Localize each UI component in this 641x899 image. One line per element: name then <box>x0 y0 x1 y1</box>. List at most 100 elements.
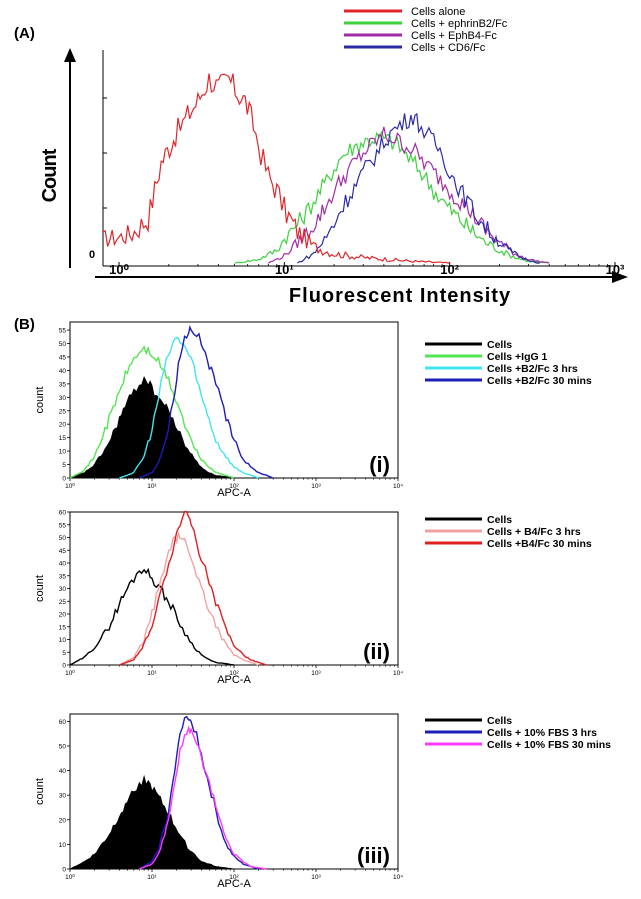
y-tick-label: 25 <box>59 599 67 606</box>
legend-label: Cells + 10% FBS 3 hrs <box>487 727 597 739</box>
y-tick-label: 40 <box>59 768 67 775</box>
panel-sublabel: (iii) <box>357 843 390 868</box>
x-tick-label: 10¹ <box>147 483 157 490</box>
series-line-cells-b4-fc-3-hrs <box>119 531 259 666</box>
y-tick-label: 10 <box>59 637 67 644</box>
y-tick-label: 45 <box>59 548 67 555</box>
series-line-cells-10-fbs-3-hrs <box>138 715 259 870</box>
x-tick-label: 10³ <box>311 483 321 490</box>
plot-frame <box>69 511 399 666</box>
x-axis-label: APC-A <box>217 674 251 686</box>
x-tick-label: 10⁰ <box>65 482 75 490</box>
chart-b-iii: 0 10 20 30 40 50 60 10⁰ 10¹ 10² 10³ 10⁴ count APC-A (i… <box>34 713 611 890</box>
y-tick-label: 10 <box>59 842 67 849</box>
panel-sublabel: (i) <box>369 452 390 477</box>
y-tick-label: 30 <box>59 395 67 402</box>
legend-label: Cells + CD6/Fc <box>411 42 486 54</box>
y-tick-label: 25 <box>59 408 67 415</box>
y-tick-label: 15 <box>59 624 67 631</box>
series-line-cells-igg-1 <box>69 344 235 479</box>
y-tick-label: 0 <box>62 476 66 483</box>
x-tick-label: 10² <box>229 670 239 677</box>
y-tick-label: 10 <box>59 449 67 456</box>
series-line-cells-ephrinb2-fc <box>234 130 550 265</box>
x-axis-label: Fluorescent Intensity <box>289 285 511 307</box>
series-line-cells-b2-fc-3-hrs <box>119 337 259 479</box>
legend-label: Cells +B4/Fc 30 mins <box>487 538 592 550</box>
series-line-cells-alone <box>102 73 450 264</box>
panel-label-b: (B) <box>14 316 35 333</box>
x-tick-label: 10¹ <box>275 262 294 277</box>
y-tick-label: 45 <box>59 354 67 361</box>
chart-b-i: 0 5 10 15 20 25 30 35 40 45 50 55 10⁰ 10¹ 10² 10³ 10⁴ cou… <box>34 321 592 499</box>
x-axis-label: APC-A <box>217 878 251 890</box>
x-tick-label: 10⁴ <box>393 483 403 490</box>
x-tick-label: 10² <box>229 874 239 881</box>
y-axis-arrow <box>64 48 76 62</box>
legend-label: Cells <box>487 514 512 526</box>
x-tick-label: 10³ <box>311 670 321 677</box>
x-tick-label: 10¹ <box>147 670 157 677</box>
y-tick-label: 0 <box>89 249 95 261</box>
legend-label: Cells + 10% FBS 30 mins <box>487 739 611 751</box>
y-axis-label: count <box>34 778 46 805</box>
series-line-cells-b2-fc-30-mins <box>139 324 274 479</box>
y-tick-label: 5 <box>62 650 66 657</box>
y-tick-label: 0 <box>62 867 66 874</box>
panel-sublabel: (ii) <box>363 639 390 664</box>
x-axis-label: APC-A <box>217 487 251 499</box>
x-tick-label: 10² <box>229 483 239 490</box>
series-area-cells <box>69 774 235 870</box>
x-tick-label: 10³ <box>606 262 625 277</box>
x-tick-label: 10⁴ <box>393 670 403 677</box>
x-tick-label: 10³ <box>311 874 321 881</box>
legend-label: Cells +B2/Fc 30 mins <box>487 375 592 387</box>
y-tick-label: 40 <box>59 368 67 375</box>
y-tick-label: 20 <box>59 612 67 619</box>
y-axis-label: count <box>34 575 46 602</box>
series-line-cells-10-fbs-30-mins <box>139 725 267 870</box>
y-tick-label: 55 <box>59 522 67 529</box>
legend-label: Cells + EphB4-Fc <box>411 30 497 42</box>
y-tick-label: 60 <box>59 719 67 726</box>
y-tick-label: 60 <box>59 510 67 517</box>
series-line-cells-b4-fc-30-mins <box>119 510 267 666</box>
chart-a: 0 10⁰ 10¹ 10² 10³ Count Fluorescent Intensity C… <box>39 6 628 307</box>
x-tick-label: 10² <box>440 262 459 277</box>
x-axis-arrow <box>612 271 628 283</box>
panel-label-a: (A) <box>14 25 35 42</box>
y-tick-label: 35 <box>59 381 67 388</box>
y-tick-label: 50 <box>59 535 67 542</box>
y-tick-label: 50 <box>59 341 67 348</box>
y-axis-label: count <box>34 387 46 414</box>
series-line-cells-cd6-fc <box>297 112 540 264</box>
legend-label: Cells alone <box>411 6 465 18</box>
y-tick-label: 0 <box>62 663 66 670</box>
y-tick-label: 20 <box>59 817 67 824</box>
x-tick-label: 10⁰ <box>65 873 75 881</box>
y-tick-label: 50 <box>59 743 67 750</box>
y-tick-label: 15 <box>59 435 67 442</box>
y-tick-label: 30 <box>59 586 67 593</box>
x-tick-label: 10⁴ <box>393 874 403 881</box>
x-tick-label: 10⁰ <box>65 669 75 677</box>
series-line-cells <box>69 567 235 666</box>
legend-label: Cells <box>487 339 512 351</box>
legend-label: Cells +IgG 1 <box>487 351 548 363</box>
y-tick-label: 20 <box>59 422 67 429</box>
y-tick-label: 30 <box>59 793 67 800</box>
chart-b-ii: 0 5 10 15 20 25 30 35 40 45 50 55 60 10⁰ 10¹ 10² 10³ 10⁴ c… <box>34 510 592 687</box>
y-axis-label: Count <box>39 148 61 202</box>
legend-label: Cells + ephrinB2/Fc <box>411 18 508 30</box>
y-tick-label: 35 <box>59 573 67 580</box>
legend-label: Cells <box>487 715 512 727</box>
x-tick-label: 10¹ <box>147 874 157 881</box>
legend-label: Cells +B2/Fc 3 hrs <box>487 363 578 375</box>
y-tick-label: 40 <box>59 561 67 568</box>
legend-label: Cells + B4/Fc 3 hrs <box>487 526 581 538</box>
series-line-cells-ephb4-fc <box>267 126 550 264</box>
y-tick-label: 5 <box>62 462 66 469</box>
x-tick-label: 10⁰ <box>109 262 129 277</box>
y-tick-label: 55 <box>59 328 67 335</box>
